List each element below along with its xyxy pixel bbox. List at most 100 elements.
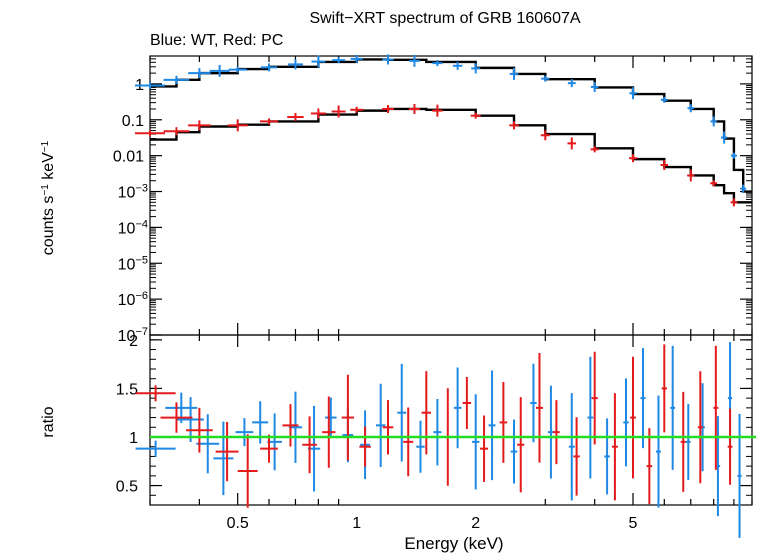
pc-point (188, 120, 211, 131)
wt-point (163, 75, 190, 84)
pc-point (710, 180, 718, 187)
x-tick-label: 2 (471, 515, 480, 532)
wt-point (720, 131, 728, 144)
wt-point (350, 54, 363, 63)
y-tick-label: 10−7 (118, 326, 148, 345)
wt-point (660, 96, 668, 103)
wt-point (188, 68, 211, 79)
pc-ratio-point (421, 371, 432, 455)
pc-point (567, 137, 577, 150)
pc-ratio-point (237, 434, 258, 508)
wt-ratio-point (453, 367, 462, 449)
y-tick-label: 1 (129, 430, 138, 447)
pc-ratio-point (260, 434, 278, 463)
wt-point (629, 87, 637, 100)
pc-point (590, 146, 599, 153)
wt-point (228, 66, 247, 73)
pc-point (660, 159, 669, 170)
pc-ratio-point (630, 356, 636, 479)
wt-ratio-point (472, 394, 480, 490)
wt-ratio-point (737, 413, 742, 538)
pc-point (540, 130, 550, 141)
wt-point (332, 57, 346, 64)
pc-ratio-point (727, 408, 733, 485)
wt-point (730, 152, 737, 159)
wt-ratio-point (587, 356, 594, 479)
pc-point (287, 112, 304, 121)
pc-ratio-point (135, 385, 176, 402)
pc-point (470, 112, 481, 119)
pc-ratio-point (282, 404, 299, 447)
wt-ratio-point (568, 393, 575, 501)
wt-ratio-point (135, 440, 176, 457)
wt-point (287, 59, 303, 70)
wt-ratio-point (488, 370, 496, 481)
y-tick-label: 10−5 (118, 254, 148, 273)
pc-point (259, 118, 278, 125)
pc-ratio-point (322, 396, 336, 468)
wt-ratio-point (604, 418, 610, 495)
pc-point (310, 108, 326, 119)
model-line-1 (150, 107, 752, 204)
wt-ratio-point (530, 363, 537, 443)
wt-ratio-point (213, 421, 234, 496)
pc-point (135, 130, 165, 137)
wt-point (452, 61, 463, 70)
pc-ratio-point (680, 391, 686, 492)
y-tick-label: 10−6 (118, 290, 148, 309)
wt-point (432, 60, 443, 67)
y-axis-label-spectrum: counts s−1 keV−1 (40, 140, 58, 255)
wt-point (509, 67, 519, 80)
wt-point (567, 79, 576, 88)
pc-point (408, 103, 421, 114)
wt-ratio-point (375, 383, 386, 467)
pc-point (163, 127, 190, 136)
pc-ratio-point (553, 400, 560, 465)
pc-ratio-point (403, 407, 414, 477)
wt-ratio-point (510, 419, 518, 484)
wt-ratio-point (433, 398, 442, 466)
pc-ratio-point (215, 421, 239, 482)
pc-point (227, 119, 248, 132)
wt-point (740, 184, 747, 193)
pc-ratio-point (480, 415, 489, 482)
pc-ratio-point (536, 353, 543, 463)
pc-ratio-point (359, 426, 371, 467)
pc-ratio-point (517, 397, 525, 493)
wt-ratio-point (235, 418, 254, 447)
spectrum-frame (149, 55, 753, 336)
wt-point (135, 82, 165, 89)
y-tick-label: 0.01 (113, 149, 144, 166)
pc-ratio-point (713, 345, 719, 470)
pc-ratio-point (341, 374, 355, 461)
wt-point (710, 116, 717, 127)
pc-point (432, 104, 443, 117)
x-axis-label: Energy (keV) (404, 534, 503, 553)
y-tick-label: 10−4 (118, 218, 148, 237)
wt-point (687, 104, 695, 113)
pc-ratio-point (697, 371, 703, 484)
y-tick-label: 2 (129, 333, 138, 350)
pc-ratio-point (382, 400, 394, 455)
pc-point (350, 106, 364, 113)
wt-point (382, 54, 394, 65)
pc-ratio-point (661, 344, 667, 433)
wt-ratio-point (416, 420, 425, 473)
wt-ratio-point (547, 385, 555, 479)
wt-ratio-point (397, 363, 407, 462)
wt-ratio-point (670, 345, 676, 470)
pc-ratio-point (611, 393, 618, 501)
chart-subtitle: Blue: WT, Red: PC (150, 32, 283, 49)
pc-ratio-point (646, 428, 653, 505)
pc-point (687, 169, 695, 182)
pc-point (331, 105, 346, 118)
wt-point (471, 63, 481, 74)
pc-ratio-point (573, 417, 580, 496)
pc-ratio-point (462, 377, 472, 429)
y-tick-label: 0.1 (122, 113, 144, 130)
pc-point (509, 121, 519, 130)
y-tick-label: 1.5 (116, 381, 138, 398)
pc-ratio-point (160, 402, 193, 433)
